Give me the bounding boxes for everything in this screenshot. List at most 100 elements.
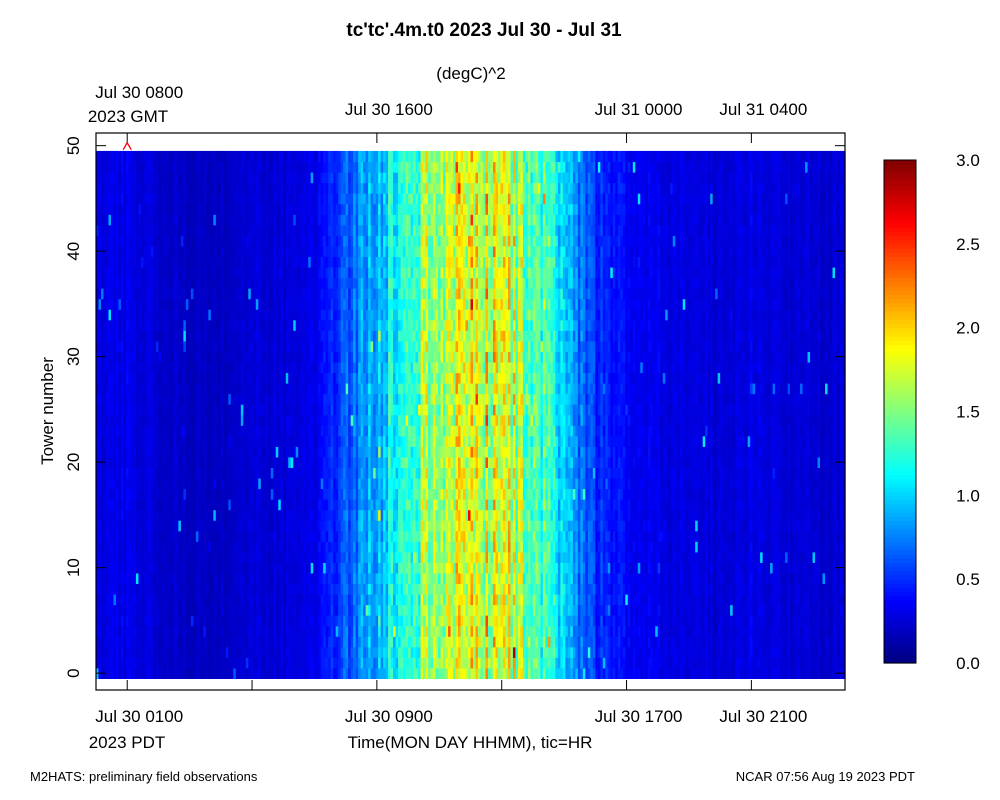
heatmap-cell	[160, 414, 165, 426]
heatmap-cell	[143, 583, 147, 595]
heatmap-cell	[210, 383, 214, 395]
heatmap-cell	[160, 372, 165, 384]
heatmap-cell	[178, 150, 182, 163]
heatmap-cell	[160, 383, 165, 395]
heatmap-cell	[153, 256, 157, 268]
heatmap-cell	[113, 414, 117, 426]
heatmap-cell	[200, 383, 204, 395]
heatmap-cell	[153, 572, 157, 585]
heatmap-cell	[165, 667, 170, 679]
heatmap-cell	[213, 509, 217, 521]
heatmap-cell	[128, 351, 132, 363]
heatmap-cell	[108, 393, 112, 405]
heatmap-cell	[163, 277, 167, 289]
heatmap-cell	[140, 203, 145, 215]
heatmap-cell	[98, 372, 102, 384]
heatmap-cell	[218, 509, 222, 521]
heatmap-cell	[158, 214, 162, 226]
heatmap-cell	[168, 404, 172, 416]
heatmap-cell	[158, 372, 162, 384]
heatmap-cell	[103, 298, 107, 310]
heatmap-cell	[130, 193, 135, 205]
heatmap-cell	[198, 182, 202, 194]
heatmap-cell	[208, 509, 212, 521]
heatmap-cell	[118, 499, 122, 511]
heatmap-cell	[190, 530, 194, 542]
heatmap-cell	[128, 150, 132, 163]
heatmap-cell	[105, 340, 110, 352]
heatmap-cell	[185, 193, 189, 205]
heatmap-cell	[183, 467, 187, 479]
heatmap-cell	[173, 456, 177, 469]
heatmap-cell	[165, 541, 170, 553]
heatmap-cell	[178, 562, 182, 574]
heatmap-cell	[153, 477, 157, 490]
heatmap-cell	[218, 256, 222, 268]
heatmap-cell	[203, 467, 207, 479]
heatmap-cell	[130, 404, 135, 416]
heatmap-cell	[96, 488, 100, 500]
heatmap-cell	[150, 351, 155, 363]
heatmap-cell	[160, 361, 165, 374]
heatmap-cell	[185, 340, 189, 352]
heatmap-cell	[138, 277, 142, 289]
heatmap-cell	[210, 530, 214, 542]
heatmap-cell	[203, 425, 207, 437]
heatmap-cell	[170, 446, 174, 458]
heatmap-cell	[158, 562, 162, 574]
heatmap-cell	[198, 646, 202, 658]
heatmap-cell	[175, 256, 179, 268]
heatmap-cell	[175, 193, 179, 205]
heatmap-cell	[208, 646, 212, 658]
heatmap-cell	[220, 499, 224, 511]
heatmap-cell	[185, 214, 189, 226]
heatmap-cell	[188, 541, 192, 553]
heatmap-cell	[138, 625, 142, 637]
heatmap-cell	[125, 182, 130, 194]
heatmap-cell	[215, 372, 219, 384]
heatmap-cell	[140, 340, 145, 352]
heatmap-cell	[215, 172, 219, 184]
heatmap-cell	[193, 172, 197, 184]
heatmap-cell	[218, 340, 222, 352]
heatmap-cell	[110, 172, 115, 184]
heatmap-cell	[170, 161, 174, 173]
heatmap-cell	[148, 256, 152, 268]
heatmap-cell	[210, 488, 214, 500]
heatmap-cell	[220, 583, 224, 595]
heatmap-cell	[150, 604, 155, 616]
heatmap-cell	[138, 351, 142, 363]
heatmap-cell	[140, 541, 145, 553]
heatmap-cell	[96, 288, 100, 300]
heatmap-cell	[220, 383, 224, 395]
heatmap-cell	[130, 572, 135, 585]
heatmap-cell	[120, 214, 125, 226]
heatmap-cell	[103, 551, 107, 563]
heatmap-cell	[215, 477, 219, 490]
heatmap-cell	[215, 435, 219, 447]
heatmap-cell	[110, 594, 115, 606]
heatmap-cell	[125, 277, 130, 289]
heatmap-cell	[128, 256, 132, 268]
heatmap-cell	[155, 425, 160, 437]
heatmap-cell	[155, 446, 160, 458]
heatmap-cell	[138, 467, 142, 479]
heatmap-cell	[183, 351, 187, 363]
heatmap-cell	[163, 541, 167, 553]
heatmap-cell	[123, 298, 127, 310]
heatmap-cell	[140, 456, 145, 469]
heatmap-cell	[183, 330, 187, 342]
heatmap-cell	[213, 182, 217, 194]
heatmap-cell	[145, 636, 150, 648]
heatmap-cell	[170, 583, 174, 595]
heatmap-cell	[105, 193, 110, 205]
heatmap-cell	[195, 541, 199, 553]
heatmap-cell	[110, 393, 115, 405]
heatmap-cell	[145, 509, 150, 521]
heatmap-cell	[143, 646, 147, 658]
heatmap-cell	[178, 509, 182, 521]
heatmap-cell	[128, 172, 132, 184]
heatmap-cell	[128, 245, 132, 258]
heatmap-cell	[208, 625, 212, 637]
heatmap-cell	[118, 361, 122, 374]
